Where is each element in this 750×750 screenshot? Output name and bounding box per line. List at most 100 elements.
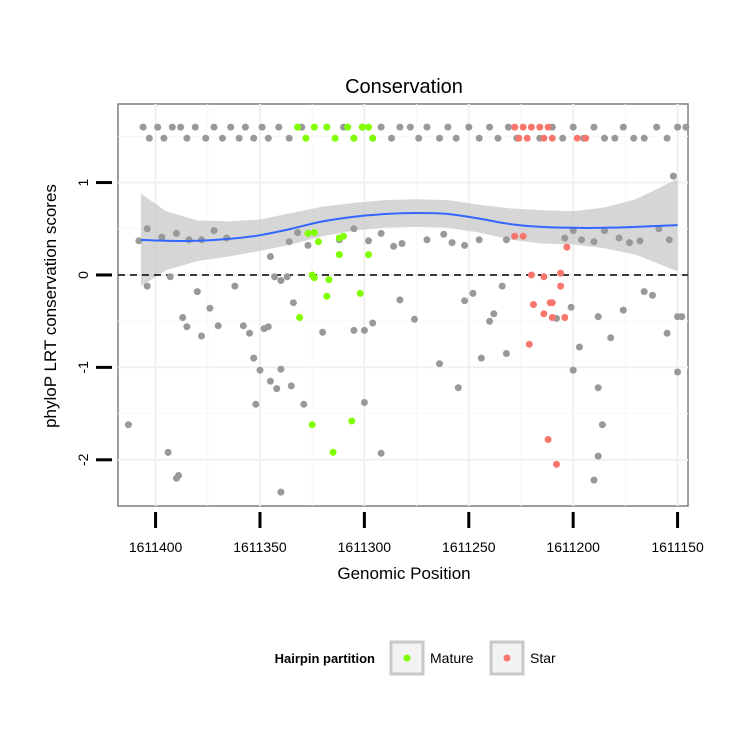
point-other [143,225,151,233]
point-other [594,384,602,392]
point-other [168,123,176,131]
point-other [185,236,193,244]
point-other [504,123,512,131]
grid-lines [118,104,688,506]
point-other [448,239,456,247]
point-other [461,241,469,249]
smooth-trend-line [140,211,678,242]
point-other [594,313,602,321]
point-other [360,326,368,334]
point-other [674,123,682,131]
point-other [164,448,172,456]
point-star [519,123,527,131]
point-other [561,234,569,242]
point-other [285,134,293,142]
point-other [266,253,274,260]
point-other [655,225,663,233]
point-other [191,123,199,131]
point-other [502,236,510,244]
point-other [246,329,253,337]
point-other [649,291,656,299]
point-star [530,301,537,308]
point-other [475,236,483,244]
point-other [663,134,671,142]
point-mature [358,123,366,131]
point-star [561,314,569,321]
chart-title: Conservation [345,76,463,98]
point-other [319,328,327,336]
point-mature [302,134,310,142]
point-mature [369,134,377,142]
point-star [557,282,565,290]
point-other [490,310,498,318]
point-other [388,134,395,142]
point-other [277,488,285,496]
point-other [477,354,485,362]
point-other [258,123,266,131]
point-other [575,343,583,351]
point-mature [348,417,356,425]
point-mature [310,123,318,131]
legend-dot-star [503,654,511,662]
point-other [264,134,272,142]
point-mature [323,123,331,131]
point-other [594,452,602,460]
point-other [398,240,406,247]
point-other [179,314,187,321]
point-other [567,303,575,311]
point-other [139,123,147,131]
point-other [444,123,452,131]
point-other [396,296,404,304]
point-other [360,399,368,406]
point-other [665,236,673,244]
point-other [183,323,191,331]
point-other [294,229,302,236]
point-other [601,227,608,235]
point-other [160,134,168,142]
point-star [544,123,552,131]
point-star [540,310,548,318]
point-mature [329,448,337,456]
point-other [250,354,258,362]
point-other [406,123,414,131]
point-other [636,237,644,245]
point-other [256,366,264,374]
point-other [214,322,222,330]
point-other [640,288,648,296]
legend: Hairpin partition Mature Star [275,640,556,676]
y-tick-label: 0 [75,271,91,279]
point-other [454,384,462,392]
point-other [287,382,295,390]
point-other [569,123,577,131]
point-star [527,123,535,131]
point-mature [308,421,316,429]
point-other [423,123,431,131]
point-other [436,360,443,368]
point-other [277,277,285,284]
point-other [619,306,627,314]
point-mature [325,276,333,284]
point-other [252,400,260,408]
point-other [469,289,477,297]
point-other [206,304,214,312]
point-other [615,234,623,242]
point-other [498,282,506,290]
point-other [423,236,431,244]
point-other [193,288,201,296]
point-other [590,123,598,131]
x-tick-label: 1611250 [442,539,496,555]
point-other [461,297,469,305]
axes: 1611400 1611350 1611300 1611250 1611200 16111… [75,178,704,555]
point-other [598,421,606,429]
point-other [569,366,577,374]
point-star [519,232,527,240]
point-other [273,385,281,393]
point-star [540,134,548,142]
point-other [124,421,132,429]
legend-label-mature: Mature [430,650,474,666]
legend-label-star: Star [530,650,556,666]
point-star [523,134,531,142]
x-tick-label: 1611400 [129,539,183,555]
point-mature [356,289,364,297]
